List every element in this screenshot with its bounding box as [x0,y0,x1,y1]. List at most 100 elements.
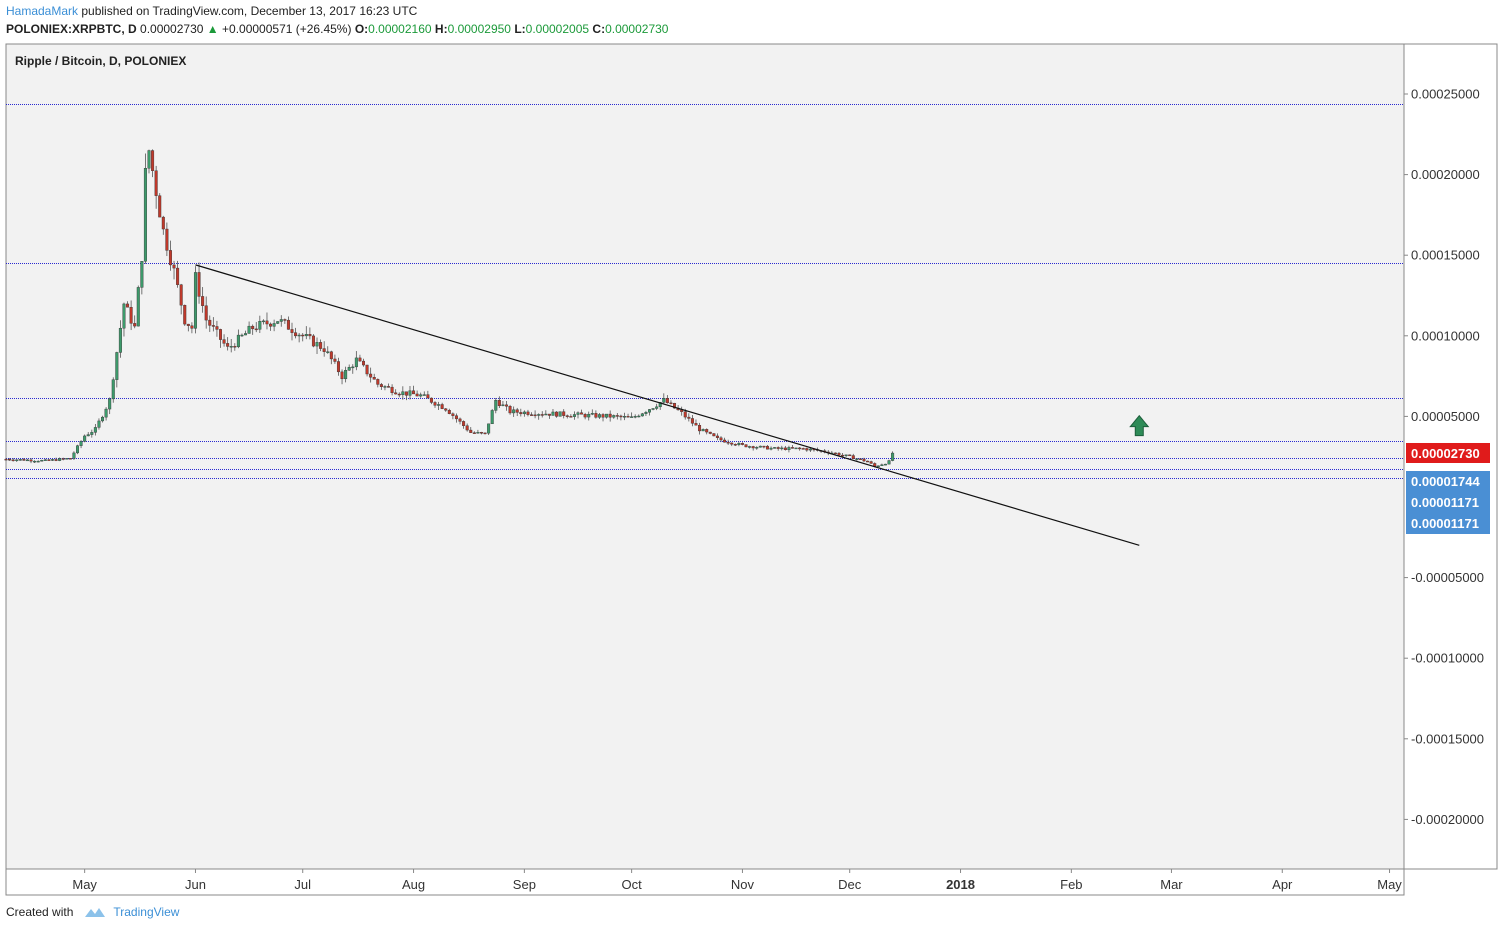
candle-up [354,357,358,368]
candle-down [319,342,323,349]
tradingview-brand[interactable]: TradingView [113,905,180,919]
y-tick-label: 0.00010000 [1411,328,1480,343]
candle-up [794,447,798,450]
candle-down [129,307,133,324]
candle-up [501,404,505,407]
candle-down [329,351,333,360]
footer: Created with TradingView [6,905,179,919]
candle-up [419,394,423,397]
y-axis-ticks: 0.00025000 0.00020000 0.00015000 0.00010000… [1404,87,1484,827]
x-tick-label: Mar [1160,877,1183,892]
candle-down [608,413,612,418]
candle-down [719,437,723,441]
candle-down [765,445,769,450]
candle-down [415,393,419,397]
candle-down [404,391,408,396]
candle-up [876,465,880,468]
author-link[interactable]: HamadaMark [6,4,79,18]
x-tick-label: Jul [294,877,311,892]
candle-down [783,447,787,451]
candle-up [347,366,351,371]
candle-up [83,435,87,442]
candle-down [376,379,380,385]
ohlc-legend: POLONIEX:XRPBTC, D 0.00002730 ▲ +0.00000… [6,22,668,36]
candle-down [412,390,416,395]
last-price-badge [1406,442,1490,463]
candle-down [186,323,190,326]
plot-area[interactable] [5,43,1405,870]
price-badges: 0.00002730 0.00001744 0.00001171 0.00001171 [1406,442,1490,534]
candles [4,149,895,468]
x-axis-ticks: May Jun Jul Aug Sep Oct Nov Dec 2018 Feb Mar Apr May [72,869,1402,892]
candle-up [258,321,262,330]
candle-up [101,416,105,422]
candle-down [833,452,837,455]
candle-down [215,326,219,330]
candle-up [247,325,251,334]
candle-down [479,432,483,434]
up-arrow-icon[interactable] [1129,414,1150,437]
x-tick-label: Dec [838,877,862,892]
candle-down [333,358,337,362]
candle-up [244,333,248,336]
candle-down [369,373,373,378]
candle-up [422,394,426,396]
candle-down [866,460,870,463]
time-axis[interactable] [5,868,1405,896]
candle-down [190,325,194,329]
candle-up [40,460,44,462]
candle-down [472,432,476,434]
price-chart[interactable]: Ripple / Bitcoin, D, POLONIEX 0.00025000… [0,0,1503,900]
high-label: H: [434,22,448,36]
candle-up [494,400,498,411]
candle-down [526,411,530,415]
candle-up [622,416,626,418]
candle-down [687,416,691,419]
candle-down [555,411,559,417]
candle-up [855,458,859,460]
candle-up [612,415,616,418]
candle-up [115,352,119,380]
candle-up [758,445,762,448]
last-value: 0.00002730 [140,22,204,36]
candle-down [426,394,430,399]
candle-up [755,447,759,449]
candle-up [143,168,147,262]
candle-up [891,452,895,461]
candle-down [387,386,391,388]
candle-up [236,334,240,348]
y-tick-label: -0.00010000 [1411,651,1484,666]
candle-down [340,371,344,380]
chart-title: Ripple / Bitcoin, D, POLONIEX [15,54,186,68]
change-up-icon: ▲ [206,22,219,36]
candle-down [705,429,709,433]
candle-down [683,411,687,418]
candle-down [698,424,702,432]
candle-down [483,432,487,435]
candle-down [233,346,237,348]
x-tick-label: Aug [402,877,425,892]
candle-down [723,439,727,443]
candle-down [851,455,855,460]
published-text: published on TradingView.com, December 1… [78,4,418,18]
candle-up [537,414,541,416]
y-tick-label: 0.00025000 [1411,87,1480,102]
candle-up [544,413,548,416]
candle-down [569,416,573,418]
candle-down [715,435,719,438]
candle-down [533,414,537,417]
candle-down [458,418,462,422]
level-badge [1406,492,1490,513]
candle-down [562,411,566,416]
candle-up [36,460,40,463]
candle-up [140,261,144,288]
candle-up [748,446,752,448]
candle-up [50,459,54,461]
candle-up [104,408,108,418]
candle-up [122,303,126,329]
tradingview-logo-icon [85,908,106,917]
candle-down [390,386,394,393]
trendline [195,264,1140,546]
candle-down [858,458,862,460]
candle-down [308,334,312,337]
